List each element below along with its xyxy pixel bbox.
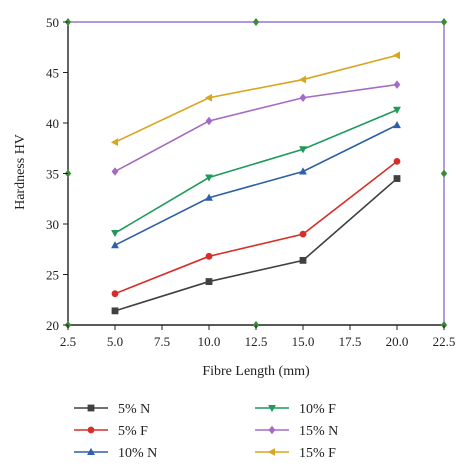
data-point	[111, 167, 119, 176]
series-10-n	[111, 120, 401, 249]
series-10-f	[111, 106, 401, 238]
legend-label: 15% N	[299, 424, 338, 439]
x-axis-title: Fibre Length (mm)	[202, 364, 310, 379]
frame-marker	[252, 18, 260, 26]
series-15-n	[111, 80, 401, 176]
legend-label: 5% F	[118, 424, 148, 439]
series-line	[114, 160, 398, 295]
x-tick-label: 10.0	[198, 334, 221, 349]
data-point	[205, 174, 213, 182]
legend: 5% N 5% F 10% N 10% F 15% N 15% F	[74, 402, 338, 461]
data-point	[393, 157, 401, 165]
frame-marker	[440, 169, 448, 178]
data-point	[298, 75, 307, 84]
data-point	[111, 290, 119, 298]
legend-item: 15% F	[255, 446, 336, 461]
series-line	[114, 83, 398, 173]
y-tick-label: 40	[46, 116, 59, 131]
y-axis: 20 25 30 35 40 45 50	[46, 15, 68, 333]
y-tick-label: 25	[46, 268, 59, 283]
data-point	[299, 146, 307, 154]
data-point	[205, 252, 213, 260]
y-tick-label: 30	[46, 217, 59, 232]
legend-item: 5% F	[74, 424, 148, 439]
x-tick-label: 20.0	[386, 334, 409, 349]
series-group	[110, 51, 401, 315]
x-axis: 2.5 5.0 7.5 10.0 12.5 15.0 17.5 20.0 22.5	[60, 325, 456, 349]
data-point	[204, 93, 213, 102]
x-tick-label: 22.5	[433, 334, 456, 349]
legend-marker	[87, 447, 95, 456]
legend-marker	[87, 404, 95, 412]
data-point	[299, 167, 307, 175]
legend-item: 10% F	[255, 402, 336, 417]
legend-label: 10% N	[118, 446, 157, 461]
series-line	[114, 54, 398, 143]
legend-item: 5% N	[74, 402, 150, 417]
data-point	[205, 278, 213, 285]
x-tick-label: 12.5	[245, 334, 268, 349]
legend-item: 10% N	[74, 446, 157, 461]
series-line	[114, 177, 398, 312]
frame-marker	[440, 18, 448, 26]
data-point	[299, 230, 307, 238]
series-line	[114, 109, 398, 234]
legend-marker	[268, 425, 276, 435]
series-5-f	[111, 157, 401, 298]
x-tick-label: 15.0	[292, 334, 315, 349]
data-point	[111, 241, 119, 249]
data-point	[205, 193, 213, 201]
plot-frame	[64, 18, 448, 329]
series-5-n	[111, 175, 401, 315]
data-point	[393, 106, 401, 114]
data-point	[111, 307, 119, 315]
data-point	[393, 80, 401, 89]
data-point	[393, 120, 401, 129]
x-tick-label: 2.5	[60, 334, 76, 349]
legend-marker	[268, 404, 276, 413]
legend-marker	[87, 426, 95, 434]
y-axis-title: Hardness HV	[13, 134, 28, 210]
legend-label: 15% F	[299, 446, 336, 461]
data-point	[111, 230, 119, 238]
data-point	[392, 51, 401, 60]
data-point	[393, 175, 401, 182]
legend-label: 5% N	[118, 402, 150, 417]
x-tick-label: 7.5	[154, 334, 170, 349]
data-point	[299, 93, 307, 102]
data-point	[110, 138, 119, 147]
y-tick-label: 35	[46, 167, 59, 182]
legend-item: 15% N	[255, 424, 338, 439]
y-tick-label: 50	[46, 15, 59, 30]
y-tick-label: 45	[46, 66, 59, 81]
legend-marker	[267, 448, 276, 456]
legend-label: 10% F	[299, 402, 336, 417]
series-15-f	[110, 51, 401, 147]
y-tick-label: 20	[46, 318, 59, 333]
x-tick-label: 5.0	[107, 334, 123, 349]
data-point	[299, 256, 307, 264]
data-point	[205, 116, 213, 126]
x-tick-label: 17.5	[339, 334, 362, 349]
series-line	[114, 124, 398, 246]
